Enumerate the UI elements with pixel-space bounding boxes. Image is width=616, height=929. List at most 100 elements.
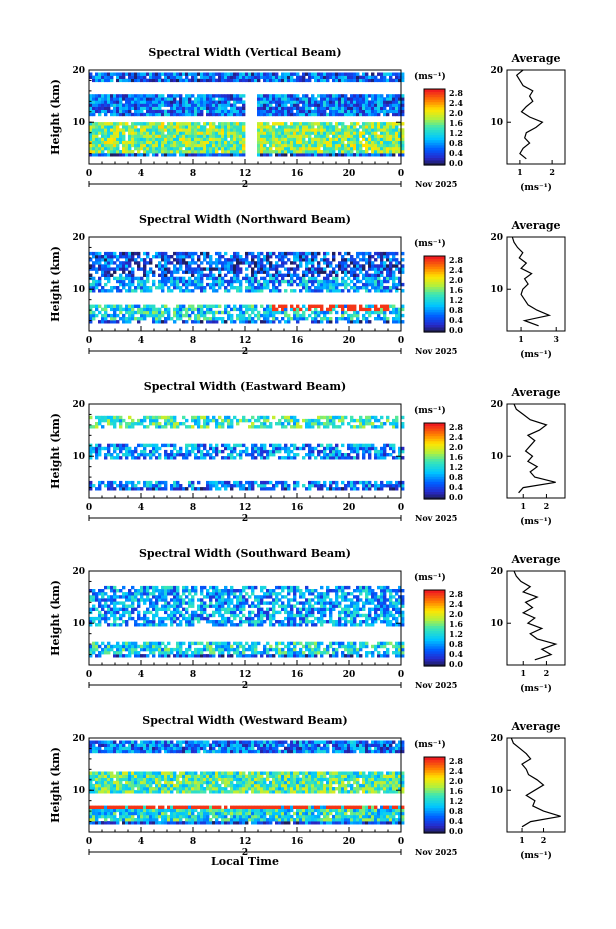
heatmap-cell [119,255,123,259]
heatmap-cell [371,143,375,148]
heatmap-cell [266,310,270,315]
heatmap-cell [221,97,225,101]
heatmap-cell [200,270,204,274]
heatmap-cell [92,251,96,256]
heatmap-cell [125,106,129,110]
heatmap-cell [287,94,291,98]
heatmap-cell [197,273,201,277]
heatmap-cell [194,97,198,101]
heatmap-cell [104,78,108,83]
heatmap-cell [98,109,102,114]
heatmap-cell [143,264,147,268]
heatmap-cell [191,134,195,138]
heatmap-cell [377,125,381,129]
heatmap-cell [341,443,345,448]
heatmap-cell [185,153,189,157]
heatmap-cell [92,449,96,454]
heatmap-cell [227,443,231,448]
heatmap-cell [155,601,159,605]
heatmap-cell [296,258,300,262]
heatmap-cell [191,446,195,451]
heatmap-cell [131,598,135,602]
heatmap-cell [248,304,252,308]
heatmap-cell [275,261,279,265]
heatmap-cell [158,620,162,624]
heatmap-cell [290,150,294,154]
x-axis-label: Local Time [211,855,279,868]
heatmap-cell [326,150,330,154]
heatmap-cell [104,122,108,126]
heatmap-cell [89,480,93,485]
heatmap-cell [176,422,180,426]
heatmap-cell [323,267,327,271]
heatmap-cell [116,106,120,110]
heatmap-cell [164,78,168,83]
heatmap-cell [137,103,141,107]
heatmap-cell [239,258,243,262]
heatmap-cell [185,449,189,454]
heatmap-cell [134,109,138,114]
heatmap-cell [287,150,291,154]
heatmap-cell [116,134,120,138]
heatmap-cell [89,598,93,602]
heatmap-cell [212,456,216,460]
colorbar-segment [424,96,445,100]
heatmap-cell [167,443,171,448]
x-tick-label: 0 [398,169,404,179]
heatmap-cell [242,418,246,423]
heatmap-cell [266,140,270,145]
heatmap-cell [317,72,321,76]
heatmap-cell [104,143,108,148]
heatmap-cell [161,131,165,135]
heatmap-cell [128,276,132,281]
heatmap-cell [395,97,399,101]
heatmap-cell [353,270,357,274]
heatmap-cell [125,307,129,312]
heatmap-cell [311,258,315,262]
heatmap-cell [146,286,150,290]
heatmap-cell [125,125,129,129]
heatmap-cell [173,592,177,596]
heatmap-cell [92,255,96,259]
heatmap-cell [158,595,162,599]
heatmap-cell [89,647,93,652]
heatmap-cell [332,304,336,308]
heatmap-cell [200,146,204,151]
heatmap-cell [317,143,321,148]
heatmap-cell [107,264,111,268]
heatmap-cell [116,289,120,293]
heatmap-cell [206,128,210,132]
heatmap-cell [116,616,120,621]
heatmap-cell [275,307,279,312]
heatmap-cell [257,75,261,79]
heatmap-cell [116,418,120,423]
heatmap-cell [230,487,234,491]
heatmap-cell [158,109,162,114]
heatmap-cell [263,112,267,117]
heatmap-cell [263,279,267,284]
heatmap-cell [134,484,138,488]
heatmap-cell [170,279,174,284]
heatmap-cell [104,317,108,321]
heatmap-cell [353,97,357,101]
heatmap-cell [278,143,282,148]
heatmap-cell [332,100,336,104]
colorbar-segment [424,461,445,465]
heatmap-cell [98,304,102,308]
colorbar-segment [424,124,445,128]
heatmap-cell [374,94,378,98]
date-label: Nov 2025 [415,513,457,523]
heatmap-cell [248,418,252,423]
heatmap-cell [284,449,288,454]
heatmap-cell [242,143,246,148]
heatmap-cell [332,255,336,259]
heatmap-cell [278,97,282,101]
heatmap-cell [92,317,96,321]
heatmap-cell [176,94,180,98]
heatmap-cell [317,425,321,429]
heatmap-cell [338,143,342,148]
heatmap-cell [401,72,405,76]
heatmap-cell [266,97,270,101]
heatmap-cell [389,137,393,141]
heatmap-cell [218,267,222,271]
